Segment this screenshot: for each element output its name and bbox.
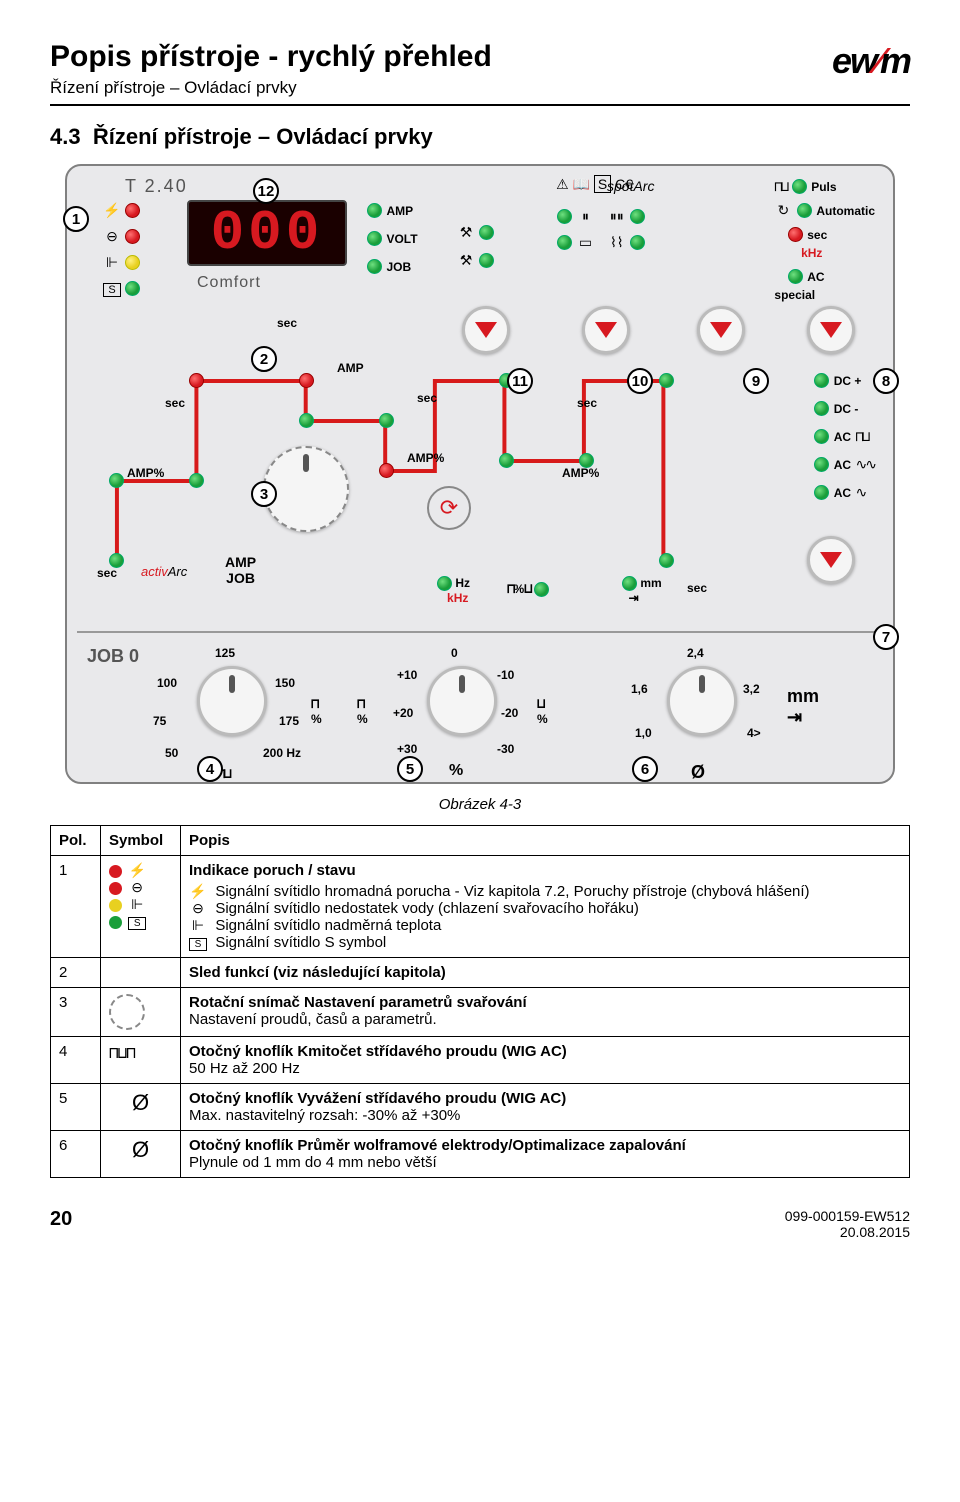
callout-6: 6 (632, 756, 658, 782)
description-table: Pol. Symbol Popis 1 ⚡ ⊖ ⊩ S Indikace por… (50, 825, 910, 1178)
knob-ac-frequency[interactable] (197, 666, 267, 736)
table-row: 5 Ø Otočný knoflík Vyvážení střídavého p… (51, 1084, 910, 1131)
section-heading: 4.3 Řízení přístroje – Ovládací prvky (50, 124, 910, 150)
table-row: 1 ⚡ ⊖ ⊩ S Indikace poruch / stavu ⚡ Sign… (51, 856, 910, 958)
page-footer: 20 099-000159-EW512 20.08.2015 (50, 1202, 910, 1240)
callout-8: 8 (873, 368, 899, 394)
page-subtitle: Řízení přístroje – Ovládací prvky (50, 78, 492, 98)
figure-caption: Obrázek 4-3 (50, 796, 910, 813)
callout-9: 9 (743, 368, 769, 394)
callout-3: 3 (251, 481, 277, 507)
table-row: 6 Ø Otočný knoflík Průměr wolframové ele… (51, 1131, 910, 1178)
th-popis: Popis (181, 826, 910, 856)
job0-label: JOB 0 (87, 646, 139, 667)
table-row: 2 Sled funkcí (viz následující kapitola) (51, 958, 910, 988)
page-title: Popis přístroje - rychlý přehled (50, 40, 492, 74)
nav-button-5[interactable] (807, 536, 855, 584)
th-pol: Pol. (51, 826, 101, 856)
seven-segment-display: 000 (187, 200, 347, 266)
status-led-group: ⚡ ⊖ ⊩ S (103, 202, 140, 298)
comfort-label: Comfort (197, 274, 261, 292)
activarc-label: activArc (141, 564, 187, 579)
spotarc-label: spotArc (607, 178, 654, 194)
callout-5: 5 (397, 756, 423, 782)
torch-mode-group: ⚒ ⚒ (457, 224, 494, 270)
knob-electrode-diameter[interactable] (667, 666, 737, 736)
puls-column: ⊓⊔ Puls ↻ Automatic sec kHz AC special (774, 178, 875, 304)
nav-button-4[interactable] (807, 306, 855, 354)
th-symbol: Symbol (101, 826, 181, 856)
knob-ac-balance[interactable] (427, 666, 497, 736)
meas-label-group: AMP VOLT JOB (367, 202, 418, 276)
callout-4: 4 (197, 756, 223, 782)
table-row: 4 ⊓⊔⊓ Otočný knoflík Kmitočet střídavého… (51, 1037, 910, 1084)
control-panel-diagram: 1 2 3 4 5 6 7 8 9 10 11 12 T 2.40 ⚠ 📖 S … (65, 164, 895, 784)
callout-2: 2 (251, 346, 277, 372)
model-label: T 2.40 (125, 176, 188, 197)
page-number: 20 (50, 1208, 72, 1240)
doc-number: 099-000159-EW512 (785, 1208, 910, 1224)
brand-logo: ew⁄m (832, 40, 910, 82)
page-header: Popis přístroje - rychlý přehled Řízení … (50, 40, 910, 106)
callout-7: 7 (873, 624, 899, 650)
callout-10: 10 (627, 368, 653, 394)
table-row: 3 Rotační snímač Nastavení parametrů sva… (51, 988, 910, 1037)
doc-date: 20.08.2015 (785, 1224, 910, 1240)
callout-12: 12 (253, 178, 279, 204)
rotate-icon: ⟳ (427, 486, 471, 530)
callout-11: 11 (507, 368, 533, 394)
pulse-icon-group: ⏸ ⏸⏸ ▭ ⌇⌇ (557, 208, 645, 252)
panel-divider (77, 631, 883, 633)
dcac-column: DC + DC - AC ⊓⊔ AC ∿∿ AC ∿ (814, 372, 875, 502)
callout-1: 1 (63, 206, 89, 232)
